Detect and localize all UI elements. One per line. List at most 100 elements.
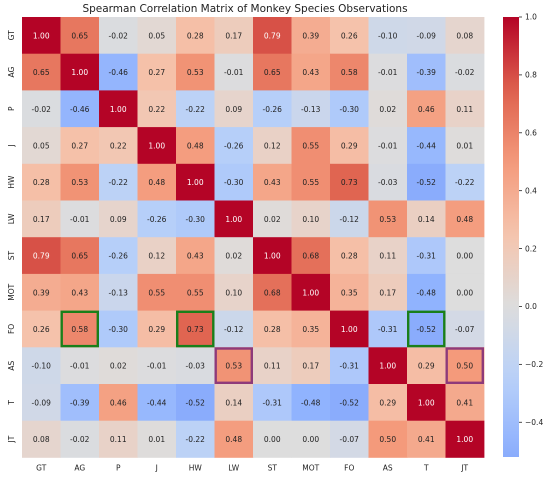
- heatmap-cell: [368, 347, 408, 385]
- heatmap-cell: [214, 127, 254, 165]
- cell-value-label: -0.12: [340, 215, 360, 224]
- y-tick-label: T: [7, 400, 16, 406]
- heatmap-cell: [330, 420, 369, 458]
- heatmap-cell: [253, 237, 292, 275]
- colorbar: [503, 17, 519, 457]
- cell-value-label: 1.00: [418, 398, 435, 407]
- heatmap-cell: [176, 347, 215, 385]
- cell-value-label: -0.22: [186, 105, 206, 114]
- heatmap-cell: [445, 90, 485, 128]
- cell-value-label: 0.28: [33, 178, 50, 187]
- cell-value-label: 0.11: [110, 435, 127, 444]
- heatmap-cell: [253, 200, 292, 238]
- cell-value-label: 0.79: [33, 252, 50, 261]
- heatmap-cell: [291, 420, 331, 458]
- cell-value-label: 0.48: [456, 215, 473, 224]
- cell-value-label: 0.28: [264, 325, 281, 334]
- cell-value-label: 0.29: [341, 141, 358, 150]
- heatmap-cell: [22, 237, 61, 275]
- cell-value-label: -0.39: [417, 68, 437, 77]
- heatmap-cell: [368, 90, 408, 128]
- heatmap-cell: [99, 237, 138, 275]
- y-tick-label: MOT: [7, 283, 16, 300]
- heatmap-cell: [137, 163, 177, 201]
- heatmap-cell: [445, 310, 485, 348]
- cell-value-label: 0.53: [379, 215, 396, 224]
- cell-value-label: -0.02: [109, 31, 129, 40]
- heatmap-cell: [407, 237, 446, 275]
- cell-value-label: 0.12: [148, 252, 165, 261]
- heatmap-cell: [407, 200, 446, 238]
- heatmap-cell: [22, 420, 61, 458]
- heatmap-cell: [22, 53, 61, 91]
- cell-value-label: -0.30: [186, 215, 206, 224]
- cell-value-label: 0.10: [225, 288, 242, 297]
- cell-value-label: 0.27: [148, 68, 165, 77]
- cell-value-label: -0.31: [263, 398, 283, 407]
- cell-value-label: 0.55: [302, 178, 319, 187]
- cell-value-label: 0.65: [71, 252, 88, 261]
- cell-value-label: 0.65: [71, 31, 88, 40]
- heatmap-cell: [291, 237, 331, 275]
- cell-value-label: 1.00: [264, 252, 281, 261]
- heatmap-cell: [407, 163, 446, 201]
- heatmap-cell: [22, 310, 61, 348]
- heatmap-cell: [368, 310, 408, 348]
- cell-value-label: 1.00: [225, 215, 242, 224]
- cell-value-label: -0.31: [340, 362, 360, 371]
- heatmap-cell: [214, 90, 254, 128]
- heatmap-cell: [407, 347, 446, 385]
- heatmap-cell: [99, 420, 138, 458]
- cell-value-label: 0.11: [379, 252, 396, 261]
- heatmap-cell: [60, 347, 100, 385]
- heatmap-cell: [60, 420, 100, 458]
- heatmap-cell: [445, 420, 485, 458]
- y-tick-label: FO: [7, 324, 16, 334]
- heatmap-cell: [253, 347, 292, 385]
- heatmap-cell: [368, 163, 408, 201]
- heatmap-cell: [60, 384, 100, 422]
- heatmap-cell: [368, 53, 408, 91]
- cell-value-label: 0.02: [225, 252, 242, 261]
- heatmap-cell: [176, 127, 215, 165]
- heatmap-cell: [60, 90, 100, 128]
- heatmap-cell: [407, 127, 446, 165]
- cell-value-label: -0.10: [32, 362, 52, 371]
- cell-value-label: 0.50: [379, 435, 396, 444]
- x-tick-label: MOT: [302, 463, 319, 472]
- colorbar-tick-label: 1.0: [525, 13, 537, 22]
- heatmap-cell: [176, 384, 215, 422]
- cell-value-label: 0.22: [148, 105, 165, 114]
- cell-value-label: 0.11: [264, 362, 281, 371]
- y-tick-label: AG: [7, 66, 16, 77]
- heatmap-cell: [330, 163, 369, 201]
- cell-value-label: -0.03: [186, 362, 206, 371]
- heatmap-cell: [407, 384, 446, 422]
- heatmap-cell: [407, 420, 446, 458]
- heatmap-cell: [60, 273, 100, 311]
- heatmap-cell: [137, 17, 177, 55]
- heatmap-cell: [214, 17, 254, 55]
- heatmap-cell: [291, 310, 331, 348]
- cell-value-label: 1.00: [341, 325, 358, 334]
- cell-value-label: 0.29: [148, 325, 165, 334]
- cell-value-label: -0.46: [70, 105, 90, 114]
- heatmap-cell: [407, 273, 446, 311]
- y-tick-label: JT: [7, 435, 16, 443]
- heatmap-cell: [330, 17, 369, 55]
- cell-value-label: -0.10: [378, 31, 398, 40]
- heatmap-cell: [330, 200, 369, 238]
- cell-value-label: 1.00: [187, 178, 204, 187]
- cell-value-label: 0.46: [110, 398, 127, 407]
- cell-value-label: 0.08: [33, 435, 50, 444]
- heatmap-cell: [99, 273, 138, 311]
- heatmap-cell: [137, 420, 177, 458]
- heatmap-cell: [330, 384, 369, 422]
- heatmap-cell: [176, 237, 215, 275]
- cell-value-label: 0.02: [110, 362, 127, 371]
- heatmap-cell: [330, 347, 369, 385]
- heatmap-cell: [176, 17, 215, 55]
- cell-value-label: 0.17: [302, 362, 319, 371]
- cell-value-label: -0.01: [378, 68, 398, 77]
- heatmap-cell: [330, 90, 369, 128]
